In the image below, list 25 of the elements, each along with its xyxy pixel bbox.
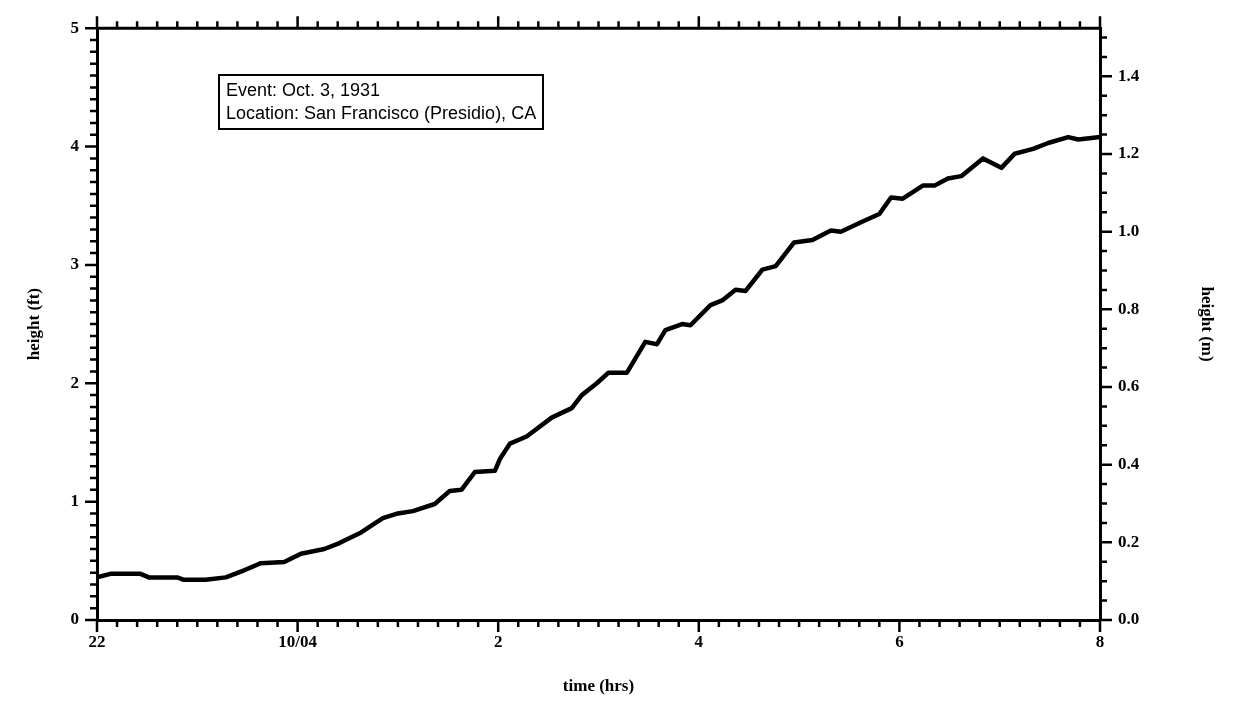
annotation: Location: San Francisco (Presidio), CA — [226, 102, 537, 125]
y2-tick-label: 1.0 — [1118, 221, 1140, 241]
x-tick-label: 4 — [694, 631, 704, 651]
y-axis-title: height (ft) — [23, 287, 43, 361]
y2-tick-label: 0.8 — [1118, 298, 1140, 318]
y-tick-label: 3 — [70, 254, 79, 274]
y2-axis-title: height (m) — [1198, 286, 1218, 362]
x-axis-title: time (hrs) — [562, 676, 635, 696]
y-tick-label: 5 — [70, 17, 79, 37]
y-tick-label: 4 — [70, 135, 80, 155]
x-tick-label: 2 — [493, 631, 503, 651]
y2-tick-label: 0.6 — [1118, 376, 1140, 396]
y-tick-label: 2 — [70, 372, 79, 392]
y2-tick-label: 0.2 — [1118, 531, 1140, 551]
y-tick-label: 1 — [70, 491, 79, 511]
annotation: Event: Oct. 3, 1931 — [226, 79, 382, 102]
y2-tick-label: 1.2 — [1118, 143, 1140, 163]
y2-tick-label: 0.0 — [1118, 609, 1140, 629]
y-tick-label: 0 — [70, 609, 79, 629]
y2-tick-label: 1.4 — [1118, 65, 1140, 85]
x-tick-label: 6 — [895, 631, 904, 651]
x-tick-label: 10/04 — [278, 631, 318, 651]
x-tick-label: 8 — [1095, 631, 1105, 651]
x-tick-label: 22 — [88, 631, 106, 651]
y2-tick-label: 0.4 — [1118, 454, 1140, 474]
